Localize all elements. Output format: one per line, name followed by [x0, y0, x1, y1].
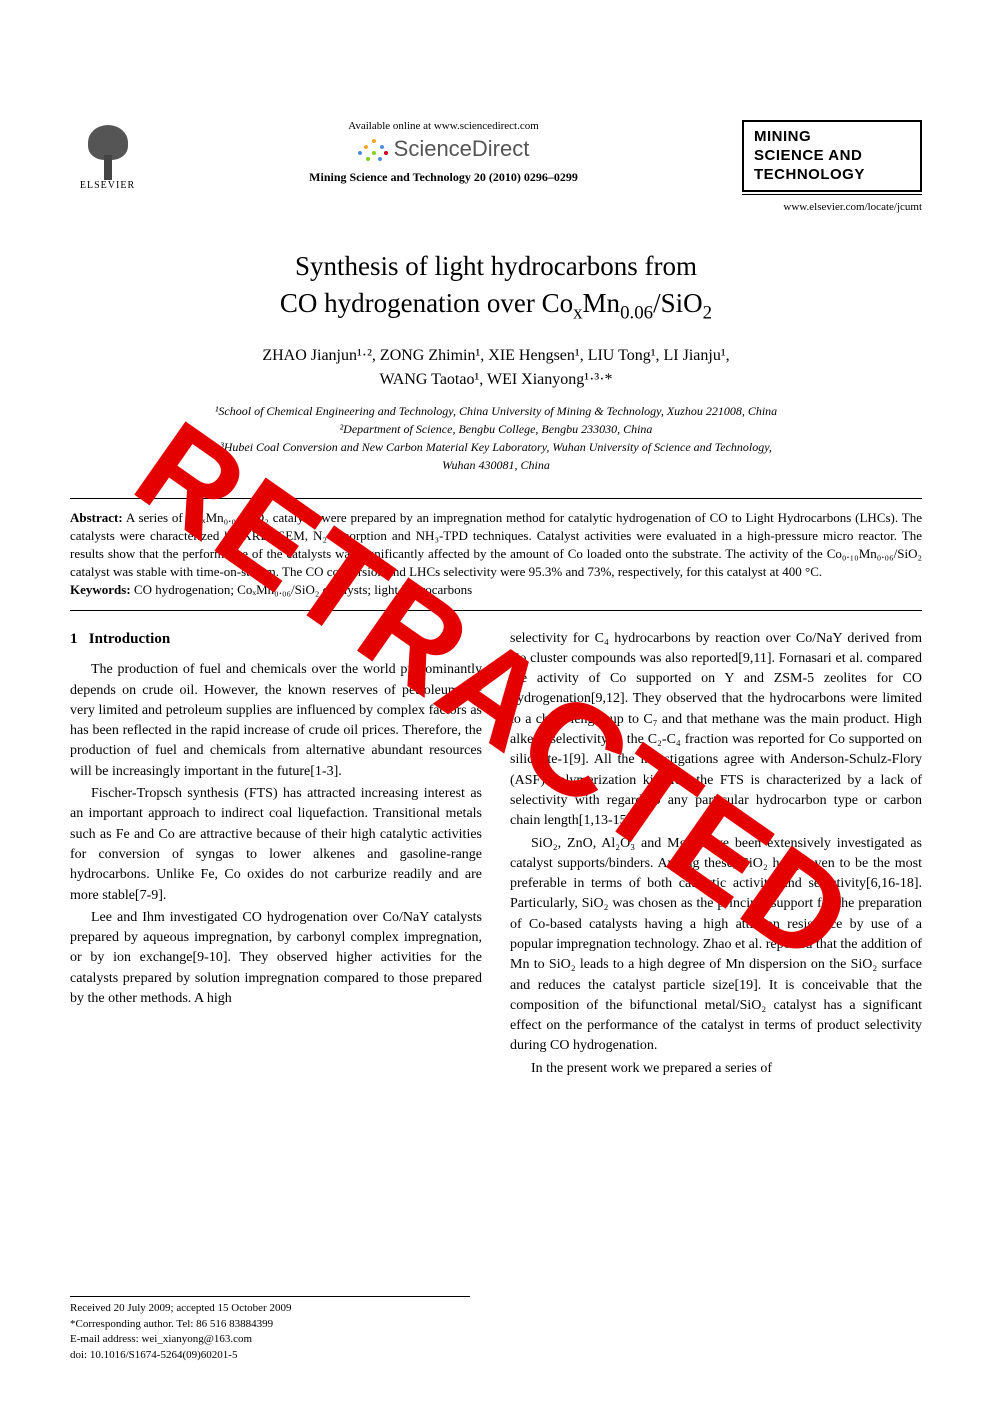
- paragraph: selectivity for C₄ hydrocarbons by react…: [510, 629, 922, 832]
- header-row: ELSEVIER Available online at www.science…: [70, 120, 922, 213]
- paper-title: Synthesis of light hydrocarbons from CO …: [70, 248, 922, 325]
- abstract-text: A series of CoₓMn₀.₀₆/SiO₂ catalysts wer…: [70, 510, 922, 580]
- title-sub: 0.06: [620, 302, 653, 323]
- keywords-text: CO hydrogenation; CoₓMn₀.₀₆/SiO₂ catalys…: [131, 582, 472, 597]
- elsevier-label: ELSEVIER: [80, 180, 135, 191]
- title-line2-part: Mn: [583, 288, 621, 318]
- journal-title-box: MINING SCIENCE AND TECHNOLOGY: [742, 120, 922, 192]
- keywords-label: Keywords:: [70, 582, 131, 597]
- affiliation-line: ¹School of Chemical Engineering and Tech…: [70, 402, 922, 420]
- left-column: 1 Introduction The production of fuel an…: [70, 629, 482, 1082]
- title-sub: 2: [703, 302, 712, 323]
- paragraph: Lee and Ihm investigated CO hydrogenatio…: [70, 908, 482, 1009]
- footnote-line: *Corresponding author. Tel: 86 516 83884…: [70, 1317, 470, 1332]
- footnotes: Received 20 July 2009; accepted 15 Octob…: [70, 1296, 470, 1363]
- sciencedirect-logo: ScienceDirect: [165, 136, 722, 162]
- footnote-line: doi: 10.1016/S1674-5264(09)60201-5: [70, 1348, 470, 1363]
- right-header: MINING SCIENCE AND TECHNOLOGY www.elsevi…: [742, 120, 922, 213]
- journal-box-line: SCIENCE AND: [754, 147, 910, 166]
- authors-line: WANG Taotao¹, WEI Xianyong¹·³·*: [379, 371, 612, 388]
- paragraph: In the present work we prepared a series…: [510, 1059, 922, 1079]
- abstract-block: Abstract: A series of CoₓMn₀.₀₆/SiO₂ cat…: [70, 498, 922, 611]
- authors-line: ZHAO Jianjun¹·², ZONG Zhimin¹, XIE Hengs…: [262, 347, 729, 364]
- affiliation-line: Wuhan 430081, China: [70, 456, 922, 474]
- body-columns: 1 Introduction The production of fuel an…: [70, 629, 922, 1082]
- section-heading: 1 Introduction: [70, 629, 482, 651]
- center-header: Available online at www.sciencedirect.co…: [145, 120, 742, 185]
- section-title: Introduction: [89, 631, 170, 647]
- paragraph: Fischer-Tropsch synthesis (FTS) has attr…: [70, 784, 482, 906]
- title-line1: Synthesis of light hydrocarbons from: [295, 251, 697, 281]
- divider: [742, 194, 922, 195]
- affiliation-line: ³Hubei Coal Conversion and New Carbon Ma…: [70, 438, 922, 456]
- available-online-text: Available online at www.sciencedirect.co…: [165, 120, 722, 132]
- section-number: 1: [70, 631, 78, 647]
- title-sub: x: [573, 302, 582, 323]
- paragraph: SiO₂, ZnO, Al₂O₃ and MgO have been exten…: [510, 834, 922, 1057]
- title-line2-part: /SiO: [653, 288, 703, 318]
- journal-citation: Mining Science and Technology 20 (2010) …: [165, 170, 722, 185]
- authors: ZHAO Jianjun¹·², ZONG Zhimin¹, XIE Hengs…: [70, 344, 922, 392]
- abstract-label: Abstract:: [70, 510, 123, 525]
- affiliations: ¹School of Chemical Engineering and Tech…: [70, 402, 922, 474]
- right-column: selectivity for C₄ hydrocarbons by react…: [510, 629, 922, 1082]
- affiliation-line: ²Department of Science, Bengbu College, …: [70, 420, 922, 438]
- sciencedirect-dots-icon: [358, 137, 388, 161]
- journal-box-line: TECHNOLOGY: [754, 166, 910, 185]
- title-line2-part: CO hydrogenation over Co: [280, 288, 573, 318]
- footnote-line: Received 20 July 2009; accepted 15 Octob…: [70, 1301, 470, 1316]
- elsevier-logo: ELSEVIER: [70, 120, 145, 205]
- sciencedirect-text: ScienceDirect: [394, 136, 530, 162]
- journal-url: www.elsevier.com/locate/jcumt: [742, 201, 922, 213]
- paragraph: The production of fuel and chemicals ove…: [70, 660, 482, 782]
- title-block: Synthesis of light hydrocarbons from CO …: [70, 248, 922, 473]
- journal-box-line: MINING: [754, 128, 910, 147]
- elsevier-tree-icon: [78, 120, 138, 180]
- footnote-line: E-mail address: wei_xianyong@163.com: [70, 1332, 470, 1347]
